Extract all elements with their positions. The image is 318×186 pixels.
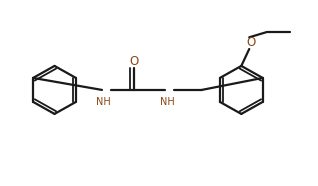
- Text: O: O: [129, 54, 138, 68]
- Text: O: O: [246, 36, 255, 49]
- Text: NH: NH: [96, 97, 111, 107]
- Text: NH: NH: [160, 97, 174, 107]
